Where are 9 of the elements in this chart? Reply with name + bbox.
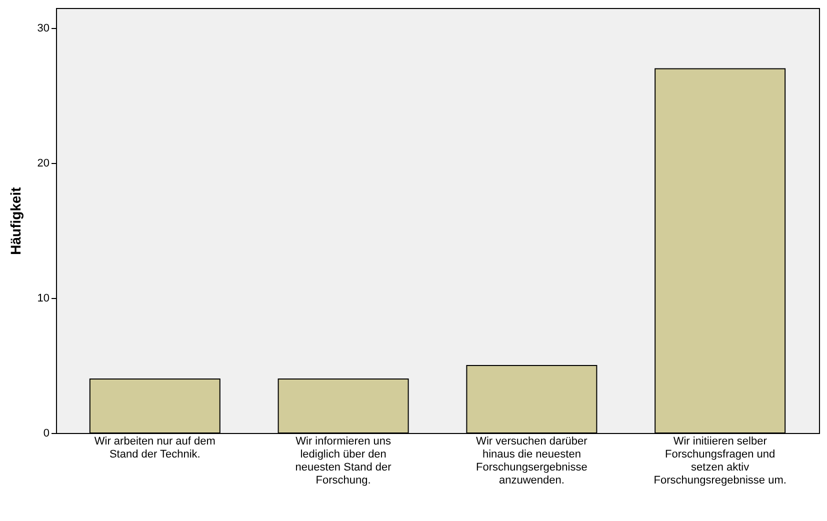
y-tick-label: 10 [37,292,50,305]
y-tick-label: 20 [37,158,50,170]
x-tick-label: Wir informieren uns lediglich über den neuesten Stand der Forschung. [295,436,392,486]
y-axis-title: Häufigkeit [7,186,24,255]
x-tick-label: Wir initiieren selber Forschungsfragen und setzen aktiv Forschungsregebnisse um. [654,436,786,486]
y-tick-label: 30 [37,22,50,35]
x-tick-label: Wir arbeiten nur auf dem Stand der Technik. [94,436,216,460]
y-tick-label: 0 [43,428,50,440]
x-tick-label: Wir versuchen darüber hinaus die neuesten Forschungsergebnisse anzuwenden. [476,436,588,486]
